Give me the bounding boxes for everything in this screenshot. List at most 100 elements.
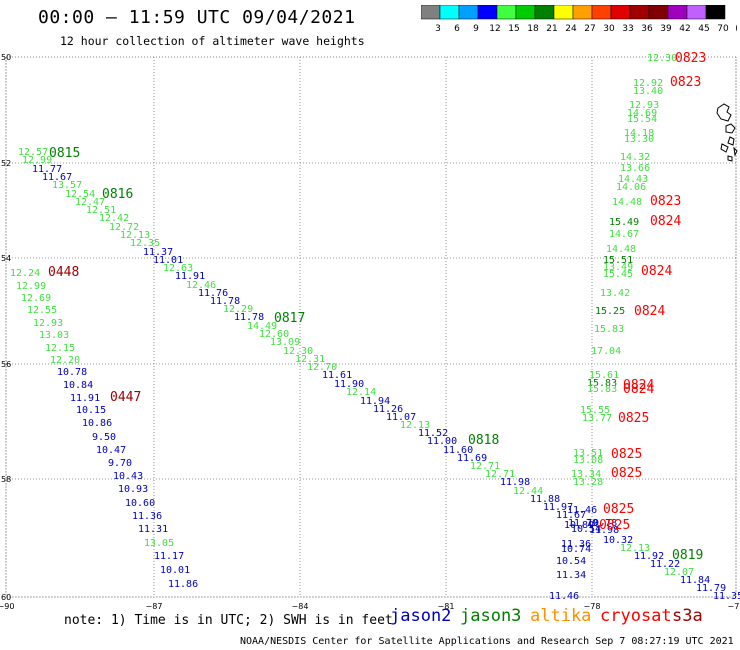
wave-height-value: 12.44 [513,486,543,497]
pass-time-label: 0825 [618,411,649,426]
wave-height-value: 11.86 [168,579,198,590]
wave-height-value: 12.72 [109,222,139,233]
scale-label: 27 [584,24,595,34]
wave-height-value: 11.84 [680,575,710,586]
wave-height-value: 11.91 [175,271,205,282]
pass-time-label: 0824 [623,378,654,393]
wave-height-value: 15.45 [603,269,633,280]
wave-height-value: 13.34 [571,469,601,480]
wave-height-value: 12.71 [485,469,515,480]
scale-label: 33 [622,24,633,34]
legend-cryosat: cryosat [600,606,672,626]
wave-height-value: 12.46 [186,280,216,291]
wave-height-value: 13.08 [573,455,603,466]
wave-height-value: 12.69 [21,293,51,304]
wave-height-value: 12.07 [664,567,694,578]
wave-height-value: 12.51 [86,205,116,216]
wave-height-value: 15.54 [627,114,657,125]
wave-height-value: 15.83 [587,378,617,389]
wave-height-value: 11.76 [198,288,228,299]
wave-height-value: 11.98 [500,477,530,488]
wave-height-value: 10.54 [556,556,586,567]
scale-label: 24 [565,24,577,34]
wave-height-value: 11.36 [561,539,591,550]
wave-height-value: 11.17 [154,551,184,562]
wave-height-value: 12.20 [50,355,80,366]
wave-height-value: 12.92 [633,78,663,89]
wave-height-value: 12.93 [33,318,63,329]
wave-height-value: 11.98 [589,525,619,536]
wave-height-value: 15.83 [587,384,617,395]
pass-time-label: 0447 [110,390,141,405]
pass-time-label: 0825 [611,466,642,481]
wave-height-value: 12.13 [400,420,430,431]
pass-time-label: 0815 [49,146,80,161]
wave-height-value: 14.48 [606,244,636,255]
wave-height-value: 10.89 [564,520,594,531]
wave-height-value: 12.93 [629,100,659,111]
wave-height-value: 11.88 [530,494,560,505]
scale-label: 30 [603,24,615,34]
wave-height-value: 11.67 [556,510,586,521]
wave-height-value: 15.55 [580,405,610,416]
wave-height-value: 12.57 [18,147,48,158]
pass-time-label: 0824 [650,214,681,229]
scale-label: 45 [698,24,709,34]
wave-height-value: 14.69 [627,108,657,119]
pass-time-label: 0816 [102,187,133,202]
wave-height-value: 13.28 [573,477,603,488]
wave-height-value: 10.84 [63,380,93,391]
wave-height-value: 10.01 [160,565,190,576]
credit-line: NOAA/NESDIS Center for Satellite Applica… [240,636,734,647]
wave-height-value: 13.03 [39,330,69,341]
wave-height-value: 13.05 [144,538,174,549]
wave-height-value: 11.26 [373,404,403,415]
pass-time-label: 0448 [48,265,79,280]
wave-height-value: 11.22 [650,559,680,570]
wave-height-value: 11.37 [143,247,173,258]
wave-height-value: 12.99 [22,155,52,166]
wave-height-value: 15.51 [603,255,633,266]
pass-time-label: 0817 [274,311,305,326]
wave-height-value: 12.47 [75,197,105,208]
wave-height-value: 10.78 [587,518,617,529]
wave-height-value: 12.63 [163,263,193,274]
pass-time-label: 0825 [611,447,642,462]
wave-height-value: 14.48 [612,197,642,208]
wave-height-value: 12.13 [120,230,150,241]
wave-height-value: 11.91 [70,393,100,404]
wave-height-value: 11.46 [549,591,579,602]
wave-height-value: 11.46 [567,505,597,516]
wave-height-value: 15.49 [609,217,639,228]
pass-time-label: 0825 [599,518,630,533]
wave-height-value: 12.30 [647,53,677,64]
scale-label: 15 [508,24,519,34]
pass-time-label: 0819 [672,548,703,563]
wave-height-value: 10.54 [571,524,601,535]
scale-label: 36 [641,24,653,34]
pass-time-label: 0823 [675,51,706,66]
wave-height-value: 10.43 [113,471,143,482]
wave-height-value: 10.15 [76,405,106,416]
wave-height-value: 9.70 [108,458,132,469]
wave-height-value: 11.35 [713,591,740,602]
lon-label: −75 [728,602,740,610]
wave-height-value: 11.79 [696,583,726,594]
scale-label: (ft) [735,24,737,34]
wave-height-value: 9.50 [92,432,116,443]
lat-label: 56 [1,360,11,369]
scale-label: 18 [527,24,539,34]
wave-height-value: 12.13 [620,543,650,554]
pass-time-label: 0818 [468,433,499,448]
wave-height-value: 11.34 [556,570,586,581]
wave-height-value: 12.60 [259,329,289,340]
wave-height-value: 10.93 [118,484,148,495]
scale-label: 6 [454,24,460,34]
wave-height-value: 10.32 [603,535,633,546]
wave-height-value: 11.31 [138,524,168,535]
wave-height-value: 13.42 [600,288,630,299]
wave-height-value: 14.49 [247,321,277,332]
wave-height-value: 11.92 [634,551,664,562]
scale-label: 9 [473,24,479,34]
wave-height-value: 13.51 [573,448,603,459]
